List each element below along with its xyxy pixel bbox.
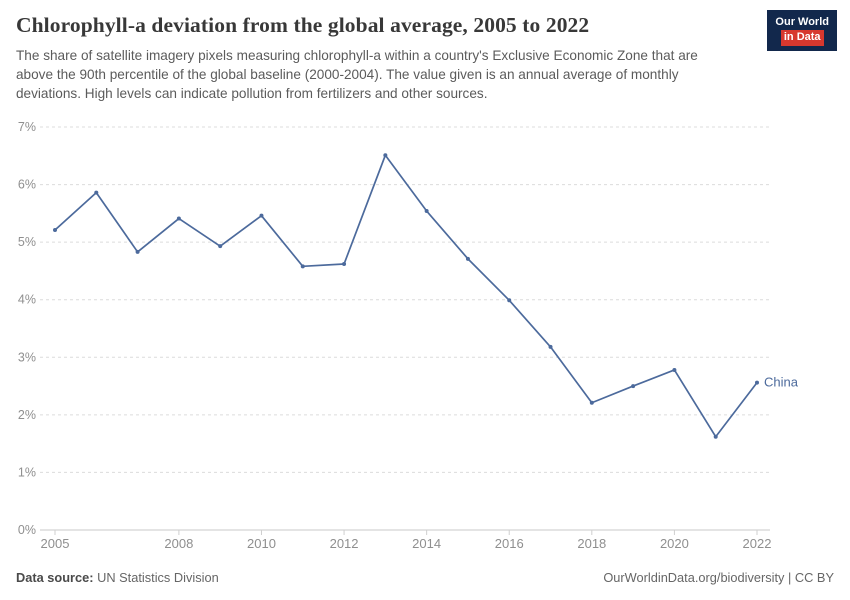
data-point[interactable] xyxy=(507,298,512,303)
data-point[interactable] xyxy=(631,384,636,389)
data-source: Data source: UN Statistics Division xyxy=(16,570,219,585)
x-tick-label: 2014 xyxy=(412,536,441,551)
data-source-text: UN Statistics Division xyxy=(97,570,219,585)
chart-title: Chlorophyll-a deviation from the global … xyxy=(16,13,590,37)
data-point[interactable] xyxy=(713,434,718,439)
data-point[interactable] xyxy=(589,400,594,405)
x-tick-label: 2016 xyxy=(495,536,524,551)
line-chart: 0% 1% 2% 3% 4% 5% 6% 7% 2005 2008 2010 2012 2014 2016… xyxy=(0,113,850,563)
data-point[interactable] xyxy=(342,262,347,267)
y-tick-label: 6% xyxy=(18,178,36,192)
x-tick-label: 2010 xyxy=(247,536,276,551)
data-point[interactable] xyxy=(135,249,140,254)
data-point[interactable] xyxy=(176,216,181,221)
chart-header: Chlorophyll-a deviation from the global … xyxy=(16,13,760,103)
chart-subtitle: The share of satellite imagery pixels me… xyxy=(16,48,698,101)
y-tick-label: 7% xyxy=(18,120,36,134)
data-point[interactable] xyxy=(300,264,305,269)
data-source-label: Data source: xyxy=(16,570,94,585)
data-point[interactable] xyxy=(259,213,264,218)
x-tick-label: 2022 xyxy=(743,536,772,551)
x-tick-label: 2005 xyxy=(41,536,70,551)
data-point[interactable] xyxy=(383,153,388,158)
data-point[interactable] xyxy=(218,244,223,249)
owid-logo-line2: in Data xyxy=(780,30,824,46)
y-tick-label: 1% xyxy=(18,465,36,479)
data-point[interactable] xyxy=(548,344,553,349)
y-tick-label: 3% xyxy=(18,350,36,364)
data-point[interactable] xyxy=(94,190,99,195)
data-point[interactable] xyxy=(755,380,759,385)
data-point[interactable] xyxy=(465,256,470,261)
owid-logo: Our World in Data xyxy=(767,10,837,51)
x-tick-label: 2018 xyxy=(577,536,606,551)
data-point[interactable] xyxy=(424,209,429,214)
x-tick-label: 2012 xyxy=(330,536,359,551)
series-end-label: China xyxy=(764,375,799,390)
line-chart-svg: 0% 1% 2% 3% 4% 5% 6% 7% 2005 2008 2010 2012 2014 2016… xyxy=(18,120,799,551)
owid-logo-line1: Our World xyxy=(775,16,829,28)
y-tick-label: 5% xyxy=(18,235,36,249)
x-tick-label: 2020 xyxy=(660,536,689,551)
owid-credit-link[interactable]: OurWorldinData.org/biodiversity | CC BY xyxy=(603,570,834,585)
x-tick-label: 2008 xyxy=(164,536,193,551)
chart-footer: Data source: UN Statistics Division OurW… xyxy=(16,570,834,585)
data-point[interactable] xyxy=(672,367,677,372)
y-tick-label: 4% xyxy=(18,293,36,307)
data-point[interactable] xyxy=(53,228,57,233)
y-tick-label: 0% xyxy=(18,523,36,537)
series-line-china[interactable] xyxy=(54,154,758,438)
y-tick-label: 2% xyxy=(18,408,36,422)
